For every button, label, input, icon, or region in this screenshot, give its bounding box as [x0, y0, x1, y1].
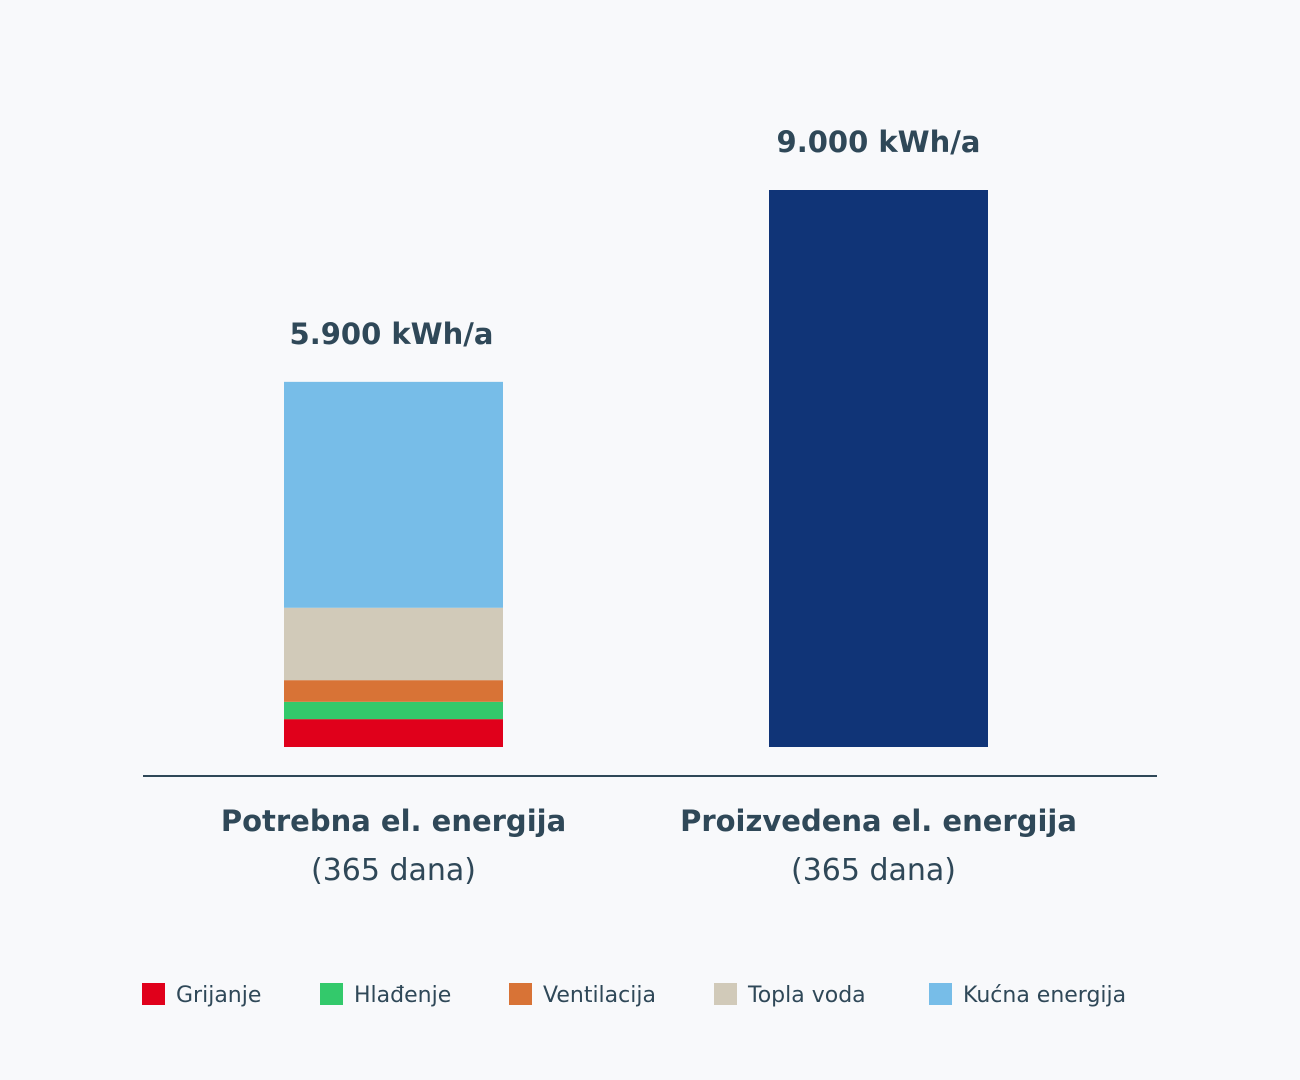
bar-produced-1: [769, 190, 988, 747]
legend-swatch-ventilacija: [509, 983, 532, 1005]
bar-segment-topla-voda-0: [284, 607, 503, 681]
legend-label-ventilacija: Ventilacija: [543, 983, 656, 1008]
category-label-0: Potrebna el. energija: [221, 804, 566, 838]
legend-swatch-hla-enje: [320, 983, 343, 1005]
category-label-1: Proizvedena el. energija: [680, 804, 1077, 838]
bar-segment-ku-na-energija-0: [284, 381, 503, 608]
legend-swatch-grijanje: [142, 983, 165, 1005]
category-subtitle-1: (365 dana): [791, 853, 956, 888]
legend-label-topla-voda: Topla voda: [747, 983, 866, 1008]
legend-swatch-ku-na-energija: [929, 983, 952, 1005]
total-label-0: 5.900 kWh/a: [290, 317, 494, 351]
legend-label-hla-enje: Hlađenje: [354, 983, 451, 1008]
category-labels: Potrebna el. energija (365 dana) Proizvede…: [221, 804, 1077, 888]
bar-segment-ventilacija-0: [284, 680, 503, 702]
total-label-1: 9.000 kWh/a: [777, 125, 981, 159]
bars-group: [284, 190, 988, 747]
legend-label-ku-na-energija: Kućna energija: [963, 983, 1126, 1008]
total-labels: 5.900 kWh/a 9.000 kWh/a: [290, 125, 981, 351]
category-subtitle-0: (365 dana): [311, 853, 476, 888]
legend: Grijanje Hlađenje Ventilacija Topla voda Kuć…: [142, 983, 1126, 1008]
legend-swatch-topla-voda: [714, 983, 737, 1005]
legend-label-grijanje: Grijanje: [176, 983, 261, 1008]
bar-segment-hla-enje-0: [284, 701, 503, 720]
bar-segment-grijanje-0: [284, 719, 503, 747]
